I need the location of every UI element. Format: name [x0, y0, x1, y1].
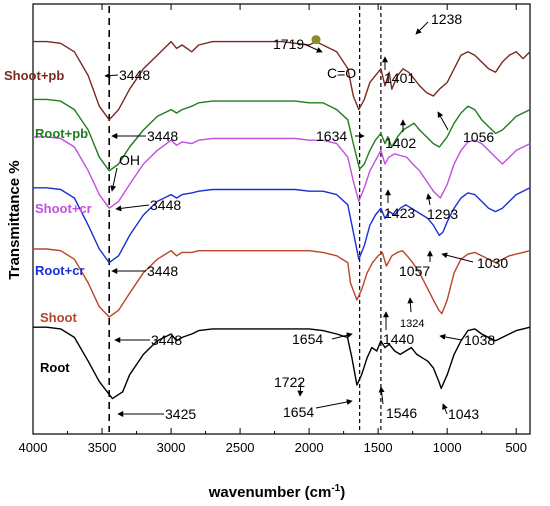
peak-label-1057: 1057 — [399, 263, 430, 279]
peak-label-1030: 1030 — [477, 255, 508, 271]
x-tick-label: 4000 — [19, 440, 48, 455]
peak-label-3425: 3425 — [165, 406, 196, 422]
annotation-arrow — [441, 252, 474, 263]
annotation-arrow — [331, 332, 353, 340]
spectra-series — [33, 35, 531, 400]
annotation-arrow — [415, 21, 429, 35]
x-tick-label: 1000 — [433, 440, 462, 455]
peak-label-1654-shoot: 1654 — [292, 331, 323, 347]
x-tick-label: 500 — [505, 440, 527, 455]
peak-label-3448-root-pb: 3448 — [147, 128, 178, 144]
annotation-arrows — [104, 21, 474, 417]
series-label-shoot-cr: Shoot+cr — [35, 201, 92, 216]
annotation-arrow — [442, 403, 448, 415]
peak-label-1402: 1402 — [385, 135, 416, 151]
x-axis-title-main: wavenumber (cm — [208, 484, 332, 501]
annotation-arrow — [110, 167, 118, 192]
peak-label-1238: 1238 — [431, 11, 462, 27]
series-line-root-cr — [33, 187, 531, 264]
annotation-arrow — [104, 72, 119, 79]
peak-label-3448-shoot: 3448 — [151, 332, 182, 348]
annotation-arrow — [378, 386, 385, 405]
annotation-arrow — [315, 399, 353, 409]
peak-label-3448-root-cr: 3448 — [147, 263, 178, 279]
peak-label-1056: 1056 — [463, 129, 494, 145]
annotation-arrow — [297, 381, 304, 397]
peak-label-1038: 1038 — [464, 332, 495, 348]
peak-label-1654-root: 1654 — [283, 404, 314, 420]
peak-label-1324: 1324 — [400, 318, 424, 330]
x-axis-title: wavenumber (cm-1) — [208, 483, 345, 501]
series-label-root-cr: Root+cr — [35, 263, 84, 278]
series-line-root-pb — [33, 98, 531, 172]
annotation-arrow — [407, 297, 414, 313]
series-line-root — [33, 326, 531, 400]
peak-label-oh: OH — [119, 152, 140, 168]
annotation-arrow — [437, 111, 449, 131]
peak-label-1293: 1293 — [427, 206, 458, 222]
peak-label-1719: 1719 — [273, 36, 304, 52]
series-line-shoot-cr — [33, 136, 531, 209]
peak-label-1722: 1722 — [274, 374, 305, 390]
peak-label-1043: 1043 — [448, 406, 479, 422]
annotation-arrow — [115, 204, 150, 212]
x-tick-label: 2000 — [295, 440, 324, 455]
series-line-shoot-pb — [33, 40, 531, 121]
x-tick-label: 1500 — [364, 440, 393, 455]
y-axis-title: Transmittance % — [6, 160, 23, 279]
peak-label-3448-shoot-pb: 3448 — [119, 67, 150, 83]
x-tick-label: 2500 — [226, 440, 255, 455]
annotation-arrow — [425, 193, 432, 206]
series-label-shoot-pb: Shoot+pb — [4, 68, 64, 83]
x-tick-label: 3500 — [88, 440, 117, 455]
x-axis-ticks: 4000 3500 3000 2500 2000 1500 1000 500 — [19, 4, 527, 455]
series-label-shoot: Shoot — [40, 310, 77, 325]
series-line-shoot — [33, 248, 531, 318]
reference-lines — [108, 6, 382, 432]
annotation-arrow — [303, 43, 323, 53]
x-axis-title-close: ) — [340, 484, 345, 501]
marker-dot — [311, 35, 321, 45]
peak-label-1634: 1634 — [316, 128, 347, 144]
annotation-arrow — [439, 333, 463, 341]
peak-label-1440: 1440 — [383, 331, 414, 347]
x-tick-label: 3000 — [157, 440, 186, 455]
peak-label-co: C=O — [327, 65, 356, 81]
series-label-root: Root — [40, 360, 70, 375]
peak-label-1401: 1401 — [384, 70, 415, 86]
peak-label-3448-shoot-cr: 3448 — [150, 197, 181, 213]
peak-label-1423: 1423 — [384, 205, 415, 221]
x-axis-title-sup: -1 — [331, 483, 340, 494]
peak-label-1546: 1546 — [386, 405, 417, 421]
series-label-root-pb: Root+pb — [35, 126, 88, 141]
